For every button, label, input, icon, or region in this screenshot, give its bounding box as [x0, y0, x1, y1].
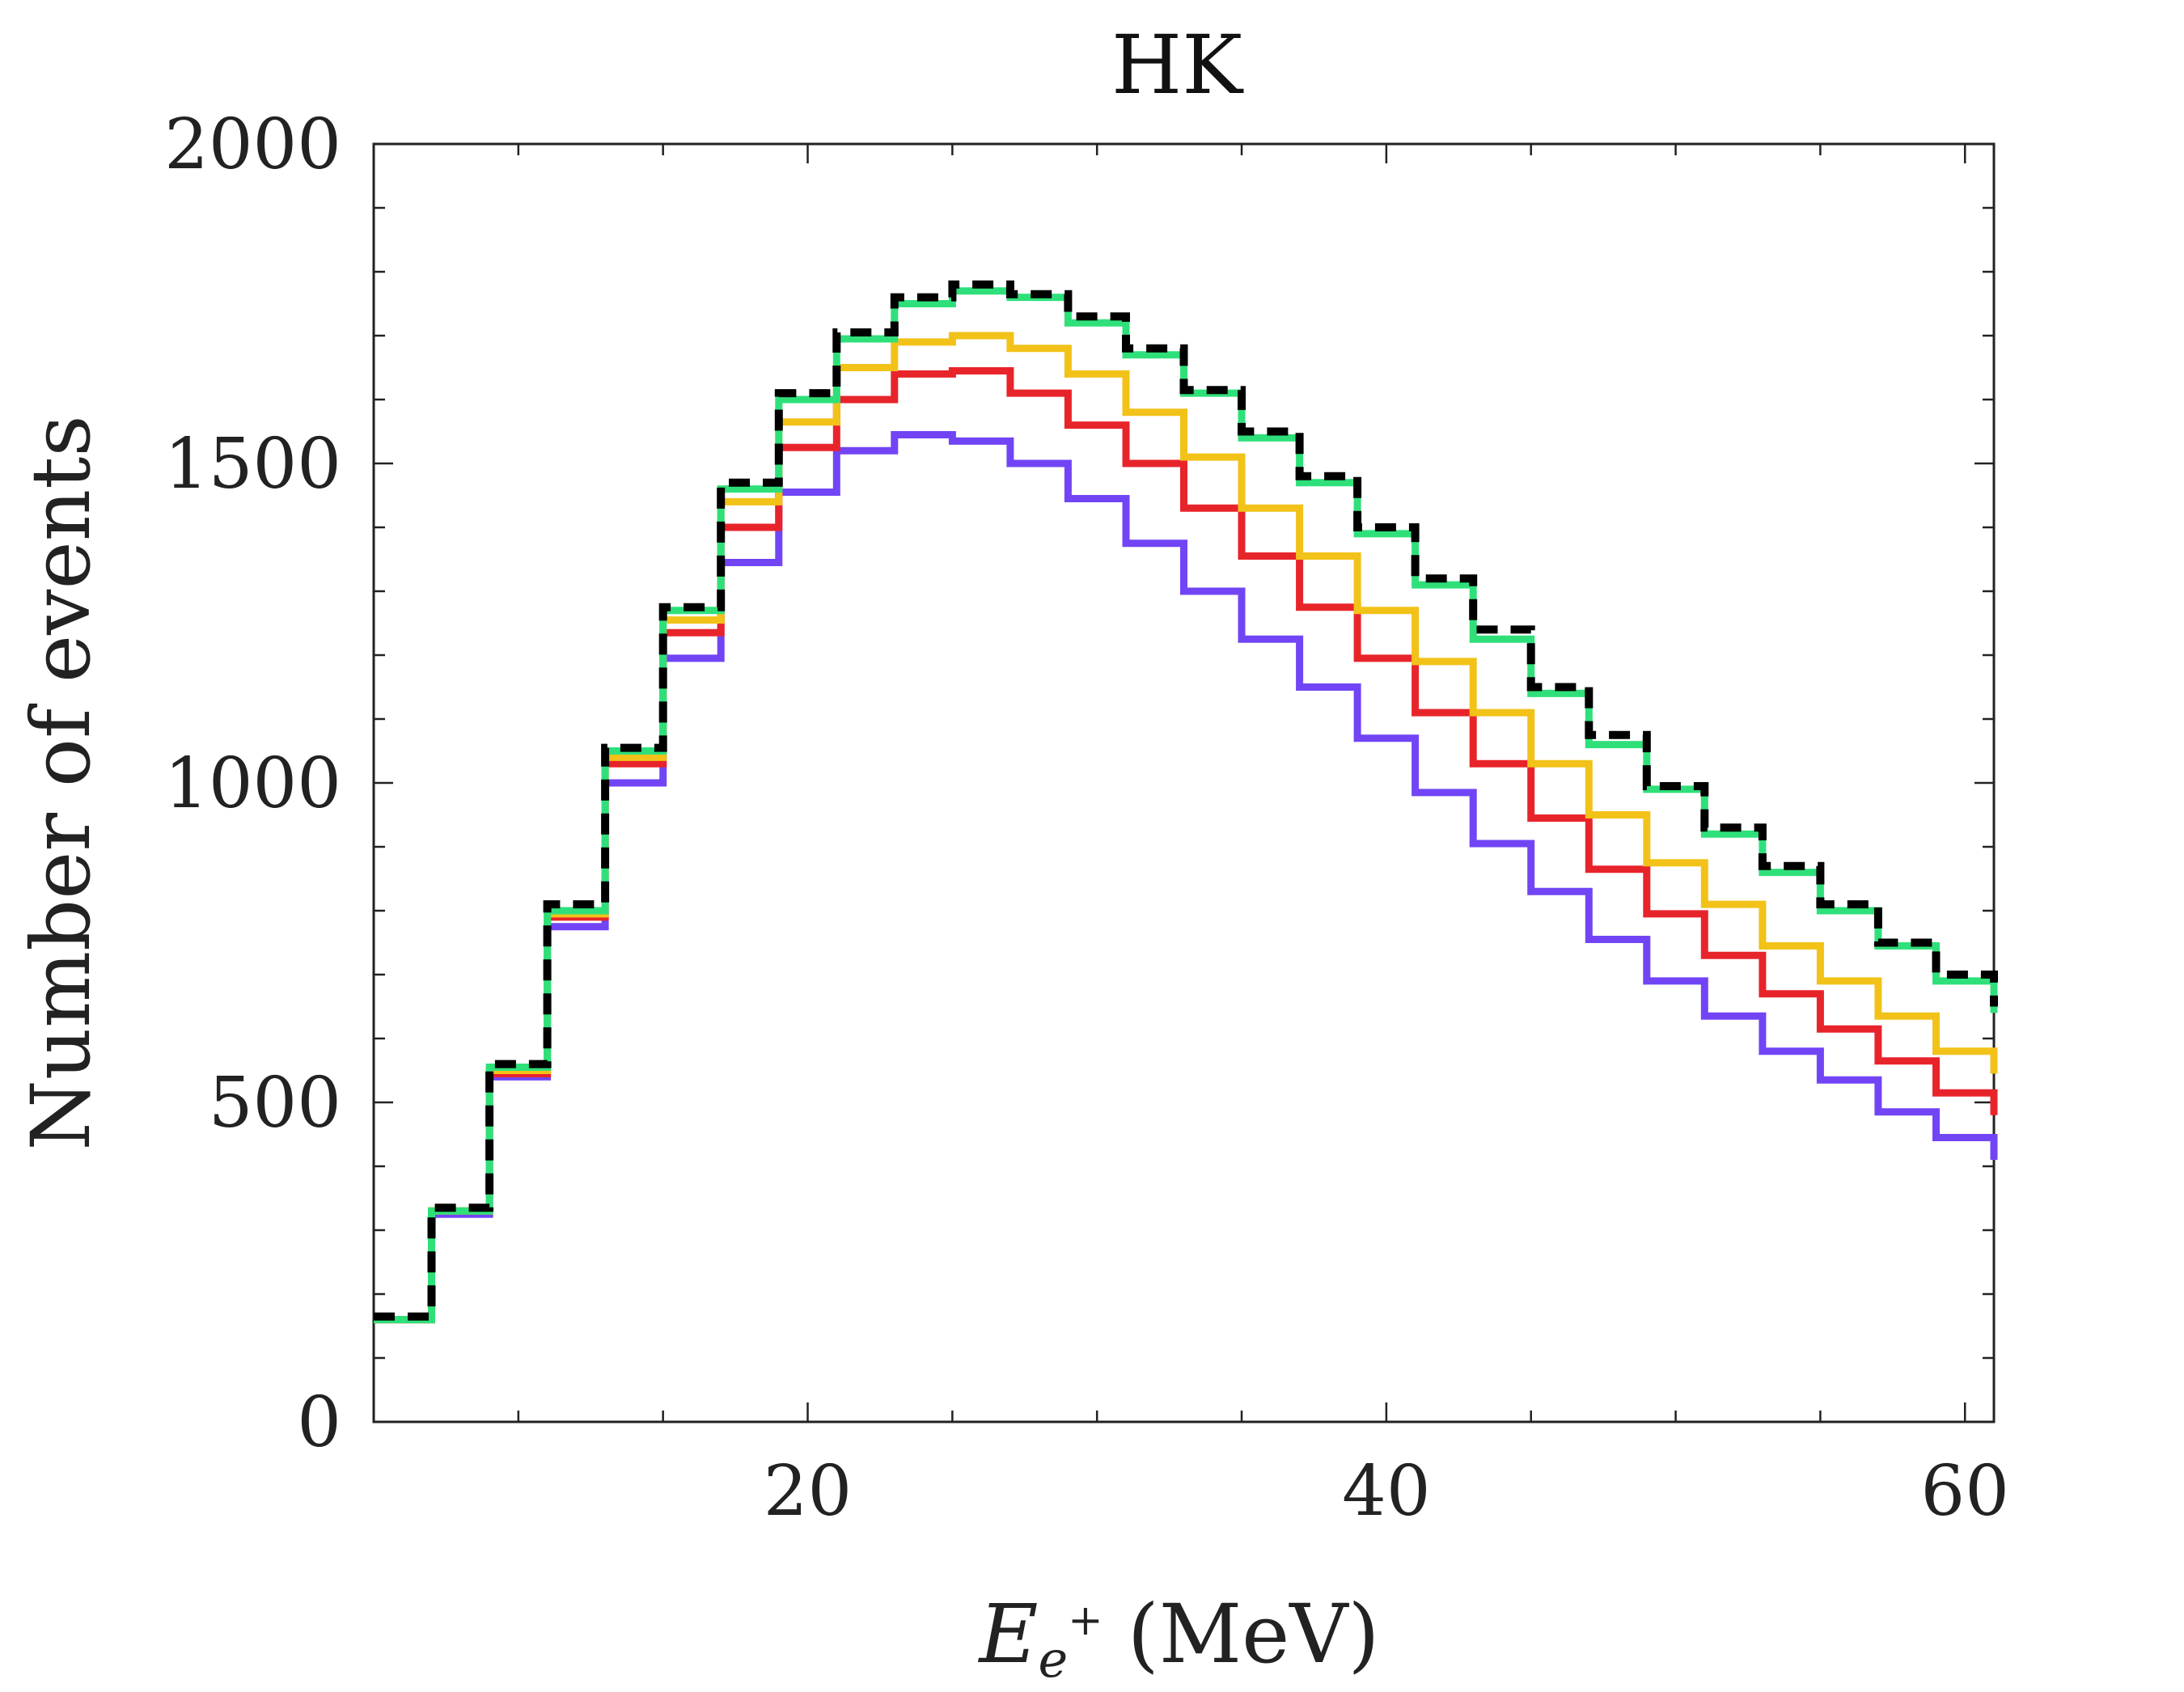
- y-tick-label: 1000: [164, 743, 341, 824]
- series-red: [374, 367, 1998, 1324]
- y-axis-label: Number of events: [14, 415, 108, 1150]
- x-axis-label-superscript: +: [1068, 1597, 1103, 1645]
- x-tick-label: 60: [1921, 1451, 2009, 1532]
- series-purple: [374, 431, 1998, 1324]
- y-tick-label: 0: [297, 1382, 341, 1463]
- x-axis-label-unit: (MeV): [1128, 1587, 1380, 1681]
- x-axis-label-main: E: [977, 1587, 1038, 1681]
- y-tick-label: 2000: [164, 104, 341, 185]
- x-axis-label-subscript: e: [1038, 1630, 1068, 1689]
- y-tick-label: 1500: [164, 424, 341, 505]
- x-axis-label: Ee+ (MeV): [977, 1587, 1379, 1689]
- x-tick-label: 40: [1342, 1451, 1430, 1532]
- series-layer: [374, 280, 1998, 1324]
- x-tick-label: 20: [764, 1451, 852, 1532]
- y-tick-label: 500: [209, 1063, 341, 1144]
- tick-labels: 0 500 1000 1500 2000 20 40 60: [164, 104, 2009, 1532]
- series-total-dashed: [374, 280, 1998, 1321]
- plot-area: 0 500 1000 1500 2000 20 40 60: [164, 104, 2009, 1532]
- chart-title: HK: [1111, 18, 1244, 112]
